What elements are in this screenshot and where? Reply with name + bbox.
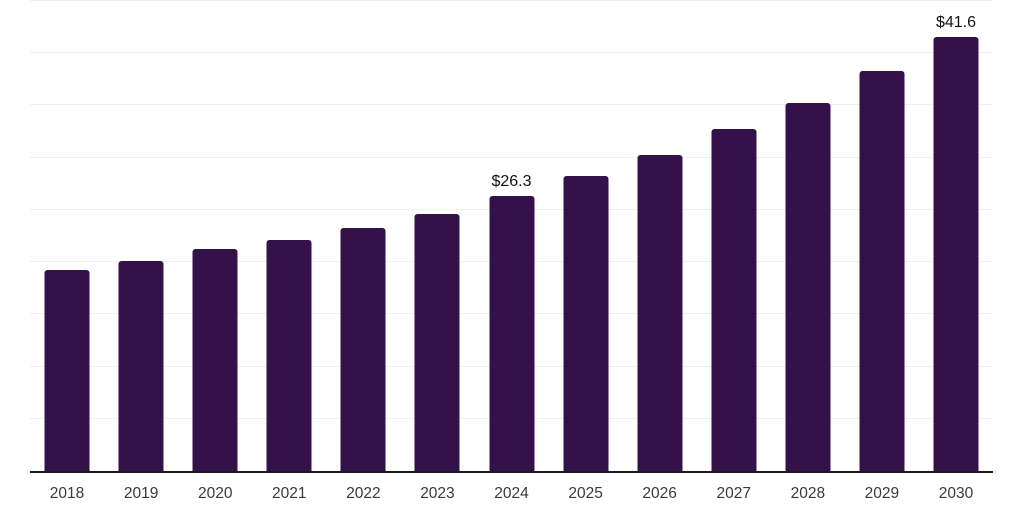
data-label-2024: $26.3	[491, 173, 532, 191]
x-tick-label: 2026	[642, 485, 677, 502]
x-axis: 2018 2019 2020 2021 2022 2023 2024 2025 2026 2027…	[30, 483, 993, 505]
bar-slot	[771, 0, 845, 471]
bar-slot: $26.3	[474, 0, 548, 471]
bar-slot	[623, 0, 697, 471]
plot-area: $26.3 $41.6	[30, 0, 993, 473]
x-tick-label: 2030	[938, 485, 974, 502]
x-tick-label: 2029	[864, 485, 900, 502]
bar-slot	[178, 0, 252, 471]
data-label-2030: $41.6	[935, 13, 976, 31]
x-tick-label: 2028	[790, 485, 826, 502]
bar-slot	[30, 0, 104, 471]
bar-2028	[785, 103, 831, 471]
bar-2023	[414, 214, 460, 471]
bar-slot	[549, 0, 623, 471]
x-tick-label: 2025	[568, 485, 603, 502]
x-tick-label: 2018	[49, 485, 85, 502]
gridline	[30, 156, 993, 158]
bar-slot: $41.6	[919, 0, 993, 471]
bar-2029	[859, 70, 905, 471]
bar-2020	[192, 248, 238, 471]
bar-2027	[711, 129, 757, 471]
bar-series: $26.3 $41.6	[30, 0, 993, 471]
bar-2018	[44, 270, 90, 471]
bar-2025	[563, 176, 609, 471]
x-tick-label: 2022	[346, 485, 381, 502]
bar-slot	[104, 0, 178, 471]
bar-slot	[252, 0, 326, 471]
bar-slot	[400, 0, 474, 471]
x-tick-label: 2027	[716, 485, 751, 502]
gridline	[30, 104, 993, 106]
x-tick-label: 2024	[494, 485, 529, 502]
x-tick-label: 2021	[272, 485, 307, 502]
bar-2030	[933, 36, 979, 471]
gridline	[30, 0, 993, 1]
gridline	[30, 52, 993, 54]
bar-2024	[489, 196, 534, 471]
x-tick-label: 2023	[420, 485, 455, 502]
x-tick-label: 2019	[123, 485, 159, 502]
bar-2026	[637, 154, 683, 471]
bar-2022	[340, 227, 386, 471]
x-tick-label: 2020	[197, 485, 233, 502]
bar-slot	[845, 0, 919, 471]
bar-2021	[266, 240, 312, 471]
bar-2019	[118, 261, 164, 471]
bar-slot	[697, 0, 771, 471]
bar-slot	[326, 0, 400, 471]
